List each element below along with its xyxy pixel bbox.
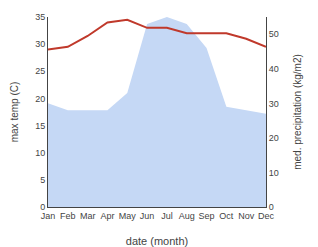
svg-text:max temp (C): max temp (C): [9, 82, 20, 143]
svg-text:0: 0: [269, 202, 274, 212]
svg-text:20: 20: [35, 94, 45, 104]
svg-text:date (month): date (month): [126, 235, 188, 247]
svg-text:25: 25: [35, 66, 45, 76]
svg-text:0: 0: [40, 202, 45, 212]
svg-text:Aug: Aug: [179, 211, 195, 221]
svg-text:20: 20: [269, 133, 279, 143]
svg-text:30: 30: [35, 39, 45, 49]
svg-text:50: 50: [269, 29, 279, 39]
svg-text:Sep: Sep: [199, 211, 215, 221]
svg-text:35: 35: [35, 12, 45, 22]
svg-text:Jul: Jul: [161, 211, 173, 221]
svg-text:10: 10: [35, 148, 45, 158]
svg-text:10: 10: [269, 168, 279, 178]
svg-text:Oct: Oct: [219, 211, 234, 221]
svg-text:5: 5: [40, 175, 45, 185]
svg-text:40: 40: [269, 64, 279, 74]
svg-text:Nov: Nov: [238, 211, 255, 221]
svg-text:Apr: Apr: [100, 211, 114, 221]
svg-text:Mar: Mar: [80, 211, 96, 221]
svg-text:30: 30: [269, 99, 279, 109]
svg-text:Dec: Dec: [258, 211, 275, 221]
svg-text:Jun: Jun: [140, 211, 155, 221]
svg-text:15: 15: [35, 121, 45, 131]
svg-text:med. precipitation (kg/m2): med. precipitation (kg/m2): [292, 54, 303, 170]
svg-text:Jan: Jan: [41, 211, 56, 221]
svg-text:Feb: Feb: [60, 211, 76, 221]
svg-text:May: May: [119, 211, 137, 221]
